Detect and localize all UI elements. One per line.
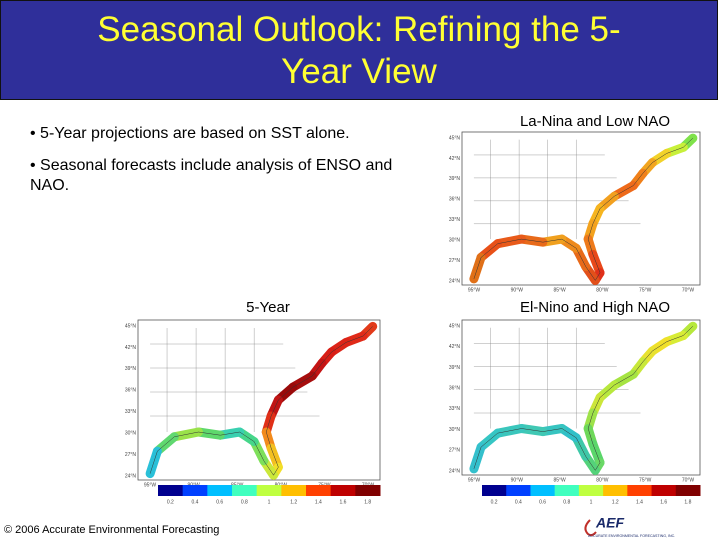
lon-label: 75°W — [639, 287, 652, 293]
colorbar-cell — [578, 485, 604, 496]
lat-label: 27°N — [125, 452, 137, 458]
copyright: © 2006 Accurate Environmental Forecastin… — [4, 524, 219, 536]
colorbar-cell — [256, 485, 282, 496]
colorbar-cell — [675, 485, 701, 496]
map-title: El-Nino and High NAO — [520, 299, 670, 316]
map-title: La-Nina and Low NAO — [520, 113, 670, 130]
colorbar-cell — [158, 485, 184, 496]
colorbar-label: 0.8 — [563, 499, 570, 505]
colorbar-cell — [651, 485, 677, 496]
lat-label: 39°N — [449, 365, 461, 371]
lon-label: 70°W — [682, 287, 695, 293]
colorbar-cell — [281, 485, 307, 496]
lat-label: 24°N — [125, 473, 137, 479]
lat-label: 45°N — [449, 135, 461, 141]
colorbar-cell — [482, 485, 507, 496]
colorbar-label: 1.6 — [660, 499, 667, 505]
lat-label: 24°N — [449, 468, 461, 474]
coastline — [149, 326, 373, 476]
lat-label: 30°N — [449, 237, 461, 243]
colorbar-cell — [330, 485, 356, 496]
colorbar-label: 0.4 — [192, 499, 199, 505]
colorbar-cell — [554, 485, 580, 496]
colorbar-cell — [207, 485, 233, 496]
lon-label: 90°W — [511, 287, 524, 293]
colorbar-label: 1.2 — [612, 499, 619, 505]
lat-label: 39°N — [449, 176, 461, 182]
lon-label: 95°W — [468, 477, 481, 483]
lat-label: 45°N — [449, 323, 461, 329]
colorbar-label: 1.6 — [340, 499, 347, 505]
bullet-list: 5-Year projections are based on SST alon… — [30, 124, 410, 208]
lat-label: 42°N — [449, 344, 461, 350]
colorbar-label: 0.2 — [167, 499, 174, 505]
lat-label: 30°N — [125, 430, 137, 436]
bullet: Seasonal forecasts include analysis of E… — [30, 156, 410, 196]
lat-label: 33°N — [449, 217, 461, 223]
colorbar-label: 0.8 — [241, 499, 248, 505]
lon-label: 70°W — [682, 477, 695, 483]
colorbar-label: 0.6 — [216, 499, 223, 505]
coastline — [473, 326, 694, 471]
title-line: Seasonal Outlook: Refining the 5- — [97, 10, 621, 49]
colorbar-label: 1 — [590, 499, 593, 505]
lat-label: 30°N — [449, 427, 461, 433]
colorbar-label: 0.6 — [539, 499, 546, 505]
colorbar-label: 1.2 — [290, 499, 297, 505]
lon-label: 90°W — [511, 477, 524, 483]
logo-mark — [584, 519, 597, 537]
colorbar-label: 0.2 — [491, 499, 498, 505]
lon-label: 85°W — [553, 287, 566, 293]
lat-label: 42°N — [125, 345, 137, 351]
lat-label: 45°N — [125, 323, 137, 329]
logo-sub: ACCURATE ENVIRONMENTAL FORECASTING, INC. — [588, 534, 675, 538]
lon-label: 75°W — [639, 477, 652, 483]
colorbar-cell — [530, 485, 556, 496]
lat-label: 36°N — [125, 388, 137, 394]
lon-label: 95°W — [468, 287, 481, 293]
colorbar-label: 1.4 — [315, 499, 322, 505]
colorbar-cell — [232, 485, 258, 496]
colorbar-cell — [355, 485, 381, 496]
colorbar-cell — [627, 485, 653, 496]
colorbar-label: 0.4 — [515, 499, 522, 505]
title-band: Seasonal Outlook: Refining the 5- Year V… — [0, 0, 718, 100]
colorbar-cell — [182, 485, 208, 496]
colorbar-cell — [306, 485, 332, 496]
colorbar-cell — [603, 485, 628, 496]
colorbar-label: 1.8 — [364, 499, 371, 505]
logo: AEF — [595, 515, 624, 531]
lon-label: 85°W — [553, 477, 566, 483]
title-line: Year View — [281, 52, 437, 91]
coastline — [473, 137, 694, 281]
lon-label: 95°W — [144, 482, 157, 488]
colorbar-label: 1 — [268, 499, 271, 505]
lat-label: 33°N — [125, 409, 137, 415]
lat-label: 42°N — [449, 156, 461, 162]
lon-label: 80°W — [596, 287, 609, 293]
lat-label: 36°N — [449, 197, 461, 203]
lat-label: 36°N — [449, 385, 461, 391]
lat-label: 27°N — [449, 258, 461, 264]
bullet: 5-Year projections are based on SST alon… — [30, 124, 410, 144]
map-title: 5-Year — [246, 299, 290, 316]
lon-label: 80°W — [596, 477, 609, 483]
lat-label: 33°N — [449, 406, 461, 412]
lat-label: 24°N — [449, 278, 461, 284]
colorbar-label: 1.8 — [684, 499, 691, 505]
lat-label: 39°N — [125, 366, 137, 372]
colorbar-label: 1.4 — [636, 499, 643, 505]
colorbar-cell — [506, 485, 531, 496]
lat-label: 27°N — [449, 448, 461, 454]
